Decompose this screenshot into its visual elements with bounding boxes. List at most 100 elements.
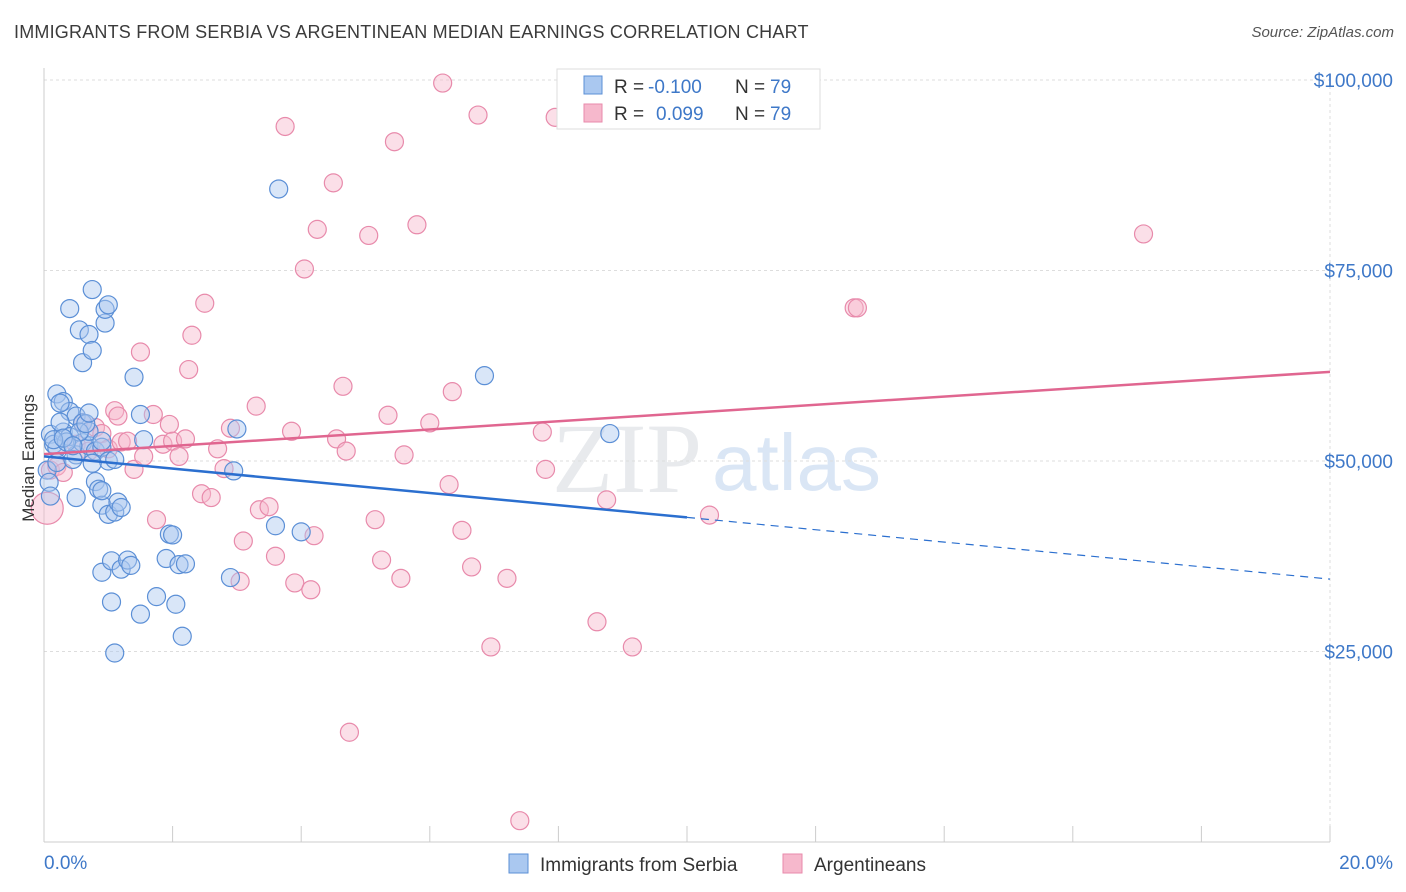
argentineans-point (175, 429, 196, 449)
serbia-point (44, 430, 64, 450)
argentineans-point (30, 491, 64, 525)
serbia-point (117, 550, 138, 570)
serbia-point (600, 423, 620, 444)
argentineans-point (461, 557, 482, 577)
y-tick-label: $75,000 (1324, 262, 1393, 283)
argentineans-point (497, 568, 517, 588)
argentineans-point (587, 612, 607, 632)
y-tick-label: $25,000 (1324, 643, 1393, 664)
serbia-point (474, 366, 495, 386)
serbia-point (60, 299, 80, 319)
serbia-point (53, 428, 73, 448)
serbia-point (227, 419, 247, 439)
argentineans-point (407, 215, 427, 235)
serbia-point (108, 492, 128, 512)
argentineans-point (281, 421, 302, 441)
argentineans-point (130, 342, 151, 362)
serbia-points (37, 179, 620, 663)
argentineans-points (30, 73, 1154, 831)
gridlines (44, 79, 1331, 842)
argentineans-point (394, 445, 414, 465)
bottom-legend-label-serbia: Immigrants from Serbia (540, 855, 738, 876)
argentineans-point (699, 505, 720, 525)
serbia-point (130, 604, 151, 624)
argentineans-point (230, 571, 250, 591)
argentineans-point (294, 259, 315, 279)
serbia-point (163, 525, 183, 545)
y-tick-label: $100,000 (1314, 71, 1393, 92)
argentineans-point (53, 462, 73, 483)
argentineans-point (439, 475, 459, 495)
argentineans-point (622, 637, 642, 657)
argentineans-point (169, 446, 189, 467)
argentineans-point (420, 413, 440, 433)
legend-r-value-argentineans: 0.099 (656, 104, 704, 125)
argentineans-point (371, 550, 392, 570)
argentineans-point (304, 526, 324, 546)
trend-lines (43, 370, 1331, 580)
argentineans-point (847, 298, 867, 318)
argentineans-point (442, 382, 462, 402)
serbia-point (98, 295, 118, 315)
serbia-point (37, 460, 57, 480)
argentineans-point (111, 432, 131, 452)
legend-swatch-argentineans (583, 103, 603, 123)
serbia-point (269, 179, 289, 199)
argentineans-point (179, 359, 199, 380)
serbia-point (121, 555, 141, 575)
serbia-point (50, 393, 70, 413)
argentineans-point (275, 116, 295, 137)
argentineans-point (301, 580, 321, 600)
serbia-point (172, 626, 192, 646)
serbia-point (82, 340, 102, 361)
argentineans-point (433, 73, 453, 93)
serbia-point (82, 453, 102, 473)
serbia-point (105, 449, 125, 470)
serbia-point (66, 487, 86, 508)
serbia-point (95, 313, 115, 333)
argentineans-point (108, 406, 128, 426)
serbia-point (134, 430, 154, 450)
legend-r-value-serbia: -0.100 (648, 77, 702, 98)
serbia-point (146, 587, 167, 607)
argentineans-point (535, 459, 556, 479)
serbia-point (92, 431, 112, 451)
argentineans-point (233, 531, 253, 551)
argentineans-point (336, 441, 356, 461)
argentineans-point (468, 105, 488, 125)
legend-swatch-serbia (583, 75, 603, 95)
bottom-legend-swatch-serbia (508, 853, 529, 874)
serbia-point (224, 461, 244, 481)
argentineans-point (105, 401, 125, 421)
argentineans-point (134, 446, 154, 467)
bottom-legend-swatch-argentineans (782, 853, 803, 874)
serbia-point (79, 324, 99, 345)
serbia-point (63, 436, 83, 456)
serbia-trend-line (43, 455, 688, 519)
argentineans-point (146, 510, 167, 530)
argentineans-point (365, 510, 385, 530)
serbia-point (39, 472, 59, 492)
serbia-point (53, 391, 73, 412)
serbia-point (69, 320, 89, 340)
argentineans-point (378, 405, 398, 425)
legend-r-label-argentineans: R = (614, 104, 644, 125)
argentineans-point (1133, 224, 1154, 244)
argentineans-point (220, 418, 241, 438)
serbia-point (220, 567, 241, 588)
argentineans-point (339, 722, 360, 742)
stats-legend: R = -0.100 N = 79 R = 0.099 N = 79 (556, 68, 821, 130)
argentineans-point (481, 637, 501, 657)
serbia-point (101, 592, 122, 612)
serbia-point (40, 486, 61, 506)
argentineans-point (359, 225, 379, 246)
argentineans-point (259, 497, 279, 517)
serbia-point (124, 367, 144, 387)
argentineans-point (117, 431, 138, 451)
argentineans-point (391, 568, 411, 588)
serbia-point (111, 497, 131, 518)
serbia-point (92, 481, 112, 501)
argentineans-trend-line (43, 370, 1331, 456)
argentineans-point (532, 422, 552, 442)
legend-n-value-serbia: 79 (770, 77, 791, 98)
